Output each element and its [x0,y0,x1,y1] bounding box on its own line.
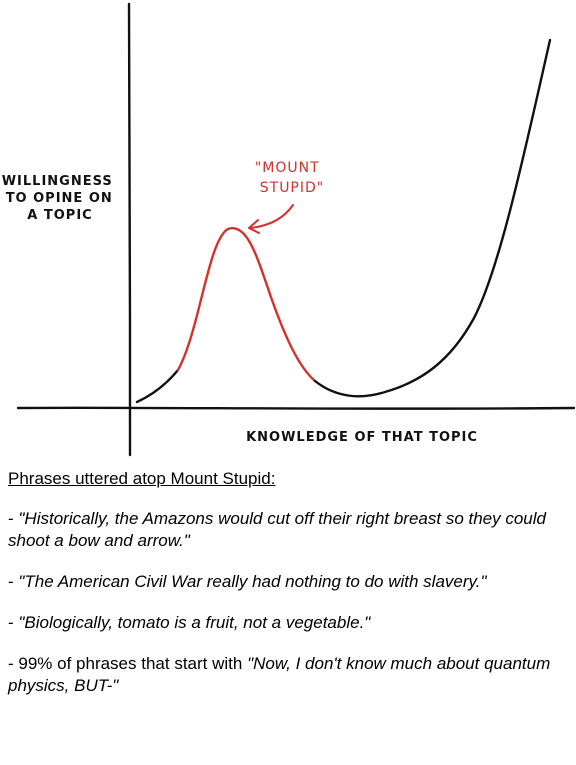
y-axis-label-line-3: A TOPIC [27,208,92,223]
phrase-prefix: - [8,509,19,528]
phrase-prefix: - 99% of phrases that start with [8,654,248,673]
mount-stupid-annotation: "MOUNT STUPID" [255,160,325,196]
knowledge-curve-start [135,368,180,404]
y-axis-label-line-2: TO OPINE ON [6,191,113,206]
y-axis-label-line-1: WILLINGNESS [2,174,113,189]
phrase-quote: "Historically, the Amazons would cut off… [8,509,546,550]
annotation-line-1: "MOUNT [255,160,320,176]
phrase-item: - "The American Civil War really had not… [8,571,568,593]
caption-block: Phrases uttered atop Mount Stupid: - "Hi… [8,468,568,716]
x-axis-label: KNOWLEDGE OF THAT TOPIC [246,430,478,445]
phrase-item: - "Historically, the Amazons would cut o… [8,508,568,552]
caption-title: Phrases uttered atop Mount Stupid: [8,469,276,488]
phrase-quote: "Now, I don't know much about quantum ph… [8,654,551,695]
y-axis-line [127,2,132,457]
annotation-line-2: STUPID" [260,180,324,196]
phrase-quote: "Biologically, tomato is a fruit, not a … [18,613,371,632]
phrase-item: - "Biologically, tomato is a fruit, not … [8,612,568,634]
mount-stupid-comic: WILLINGNESS TO OPINE ON A TOPIC "MOUNT S… [2,2,576,457]
phrase-prefix: - [8,572,19,591]
y-axis-label: WILLINGNESS TO OPINE ON A TOPIC [2,174,119,223]
phrase-prefix: - [8,613,19,632]
knowledge-curve-valley-rise [313,38,552,398]
annotation-arrow-shaft [249,204,294,229]
mount-stupid-peak-curve [176,226,317,383]
annotation-arrow-head [248,219,260,234]
phrase-quote: "The American Civil War really had nothi… [18,572,487,591]
x-axis-line [16,406,576,410]
phrase-item: - 99% of phrases that start with "Now, I… [8,653,568,697]
